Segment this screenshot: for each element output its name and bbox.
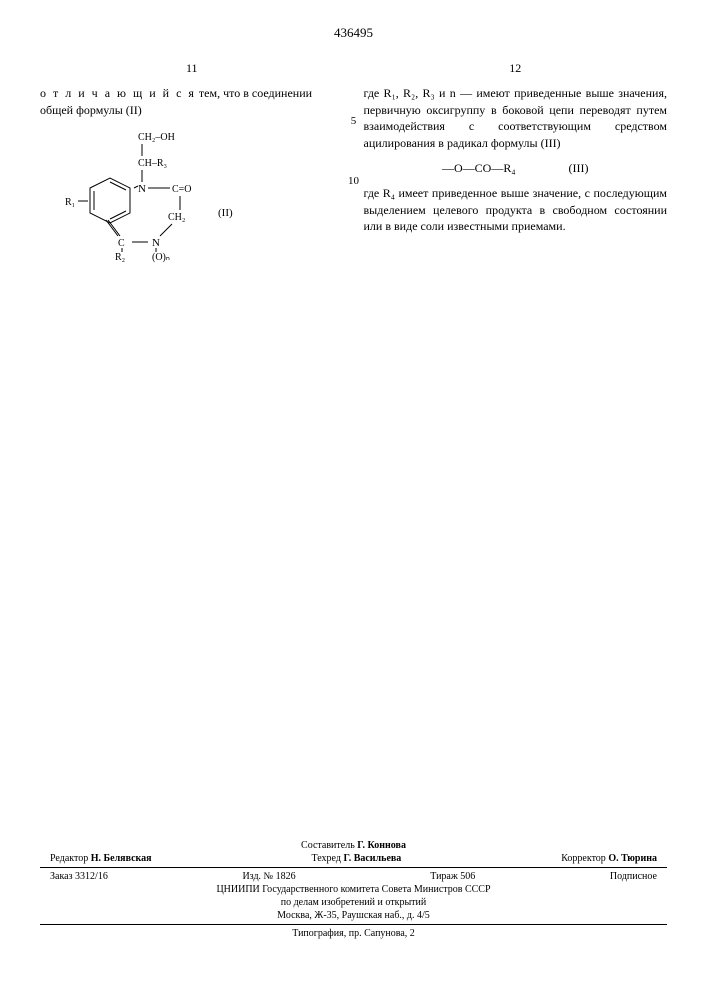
label-n2: N [152, 237, 160, 249]
line-number-5: 5 [351, 115, 357, 127]
formula-3-text: —O—CO—R₄ [442, 161, 516, 175]
chemical-structure-formula-2: CH₂–OH CH–R₃ N C=O CH₂ N C [60, 128, 344, 268]
label-n1: N [138, 183, 146, 195]
corrector-name: О. Тюрина [608, 853, 657, 864]
line-number-10: 10 [348, 175, 359, 187]
typography: Типография, пр. Сапунова, 2 [40, 927, 667, 940]
edition-number: Изд. № 1826 [242, 871, 295, 882]
label-chr3: CH–R₃ [138, 158, 167, 169]
right-text-1: где R₁, R₂, R₃ и n — имеют приведенные в… [364, 85, 668, 152]
corrector-label: Корректор [561, 853, 606, 864]
compiler-name: Г. Коннова [357, 840, 406, 851]
formula-3: —O—CO—R₄ (III) [364, 160, 668, 177]
right-page-number: 12 [364, 60, 668, 77]
label-on: (O)ₙ [152, 252, 170, 263]
label-ch2: CH₂ [168, 212, 185, 223]
left-page-number: 11 [40, 60, 344, 77]
label-ch2oh: CH₂–OH [138, 132, 175, 143]
org-line-1: ЦНИИПИ Государственного комитета Совета … [40, 883, 667, 896]
editor-name: Н. Белявская [91, 853, 152, 864]
right-column: 12 где R₁, R₂, R₃ и n — имеют приведенны… [364, 60, 668, 278]
order-number: Заказ 3312/16 [50, 871, 108, 882]
left-column: 11 о т л и ч а ю щ и й с я тем, что в со… [40, 60, 344, 278]
org-address: Москва, Ж-35, Раушская наб., д. 4/5 [40, 909, 667, 922]
tirazh: Тираж 506 [430, 871, 475, 882]
org-line-2: по делам изобретений и открытий [40, 896, 667, 909]
label-r2: R₂ [115, 252, 125, 263]
compiler-label: Составитель [301, 840, 355, 851]
two-column-layout: 11 о т л и ч а ю щ и й с я тем, что в со… [40, 60, 667, 278]
label-co: C=O [172, 184, 192, 195]
right-text-2: где R₄ имеет приведенное выше значение, … [364, 185, 668, 235]
label-r1: R₁ [65, 197, 75, 208]
patent-number: 436495 [334, 25, 373, 41]
formula-2-label: (II) [218, 207, 233, 219]
label-c: C [118, 238, 125, 249]
editor-label: Редактор [50, 853, 88, 864]
footer-block: Составитель Г. Коннова Редактор Н. Беляв… [40, 839, 667, 940]
left-text-prefix: о т л и ч а ю щ и й с я [40, 86, 196, 100]
formula-3-label: (III) [569, 161, 589, 175]
subscription: Подписное [610, 871, 657, 882]
tech-name: Г. Васильева [343, 853, 401, 864]
tech-label: Техред [312, 853, 341, 864]
